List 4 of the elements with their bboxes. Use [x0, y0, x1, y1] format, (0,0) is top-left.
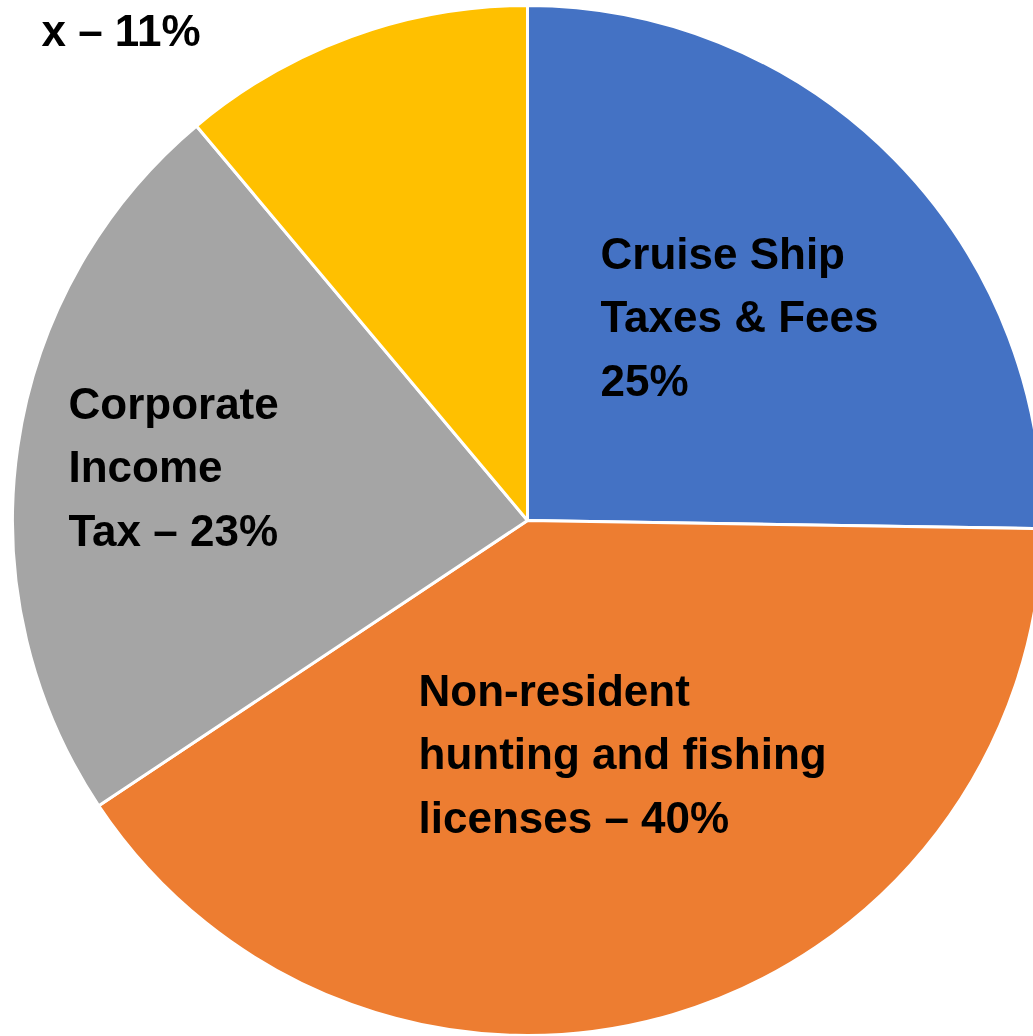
slice-label: Non-resident hunting and fishing licenses – 40% [418, 665, 827, 842]
slice-label: Corporate Income Tax – 23% [68, 378, 279, 555]
slice-label: x – 11% [41, 5, 201, 55]
slice-label: Cruise Ship Taxes & Fees 25% [600, 228, 879, 405]
